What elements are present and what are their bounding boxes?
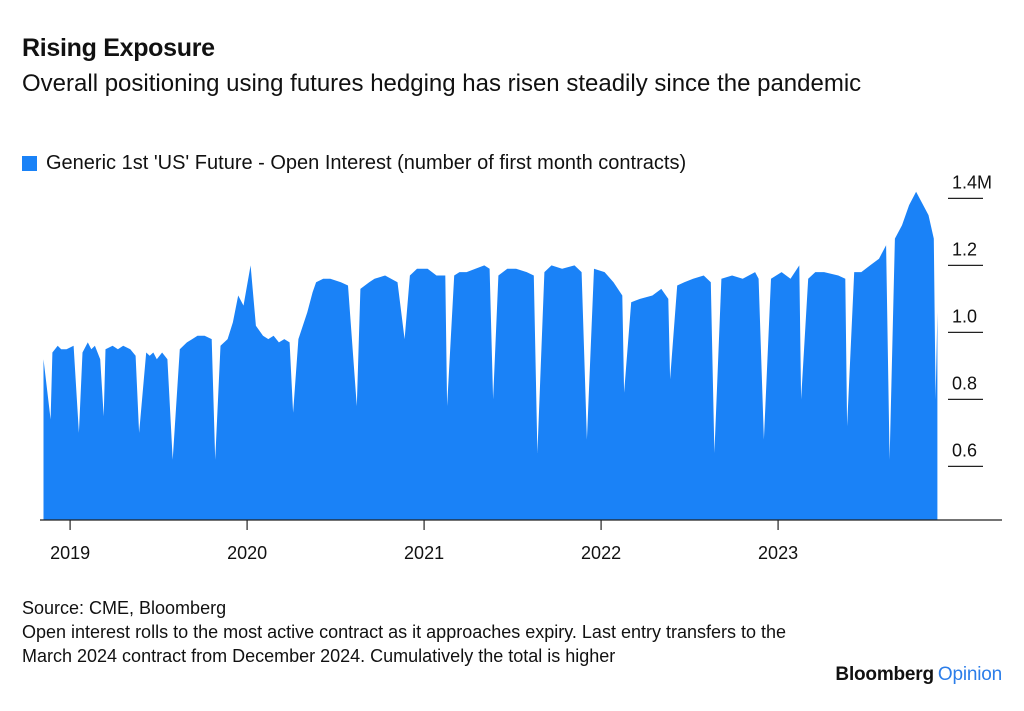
area-chart: 2019 2020 2021 2022 2023 1.4M 1.2 1.0 0.8 0.6 <box>40 175 1002 563</box>
y-tick-label: 0.6 <box>952 440 977 460</box>
x-tick-label: 2022 <box>581 543 621 563</box>
brand-sub: Opinion <box>937 664 1002 685</box>
legend-swatch <box>22 156 37 171</box>
y-tick-label: 1.4M <box>952 175 992 192</box>
x-tick-label: 2021 <box>404 543 444 563</box>
x-axis-ticks: 2019 2020 2021 2022 2023 <box>50 520 798 563</box>
y-tick-label: 0.8 <box>952 373 977 393</box>
chart-title: Rising Exposure <box>22 34 215 62</box>
area-layer <box>43 191 938 520</box>
source-note: Source: CME, Bloomberg <box>22 598 227 618</box>
brand-main: Bloomberg <box>835 664 934 685</box>
x-tick-label: 2023 <box>758 543 798 563</box>
bloomberg-opinion-logo: Bloomberg Opinion <box>835 664 1002 686</box>
y-tick-label: 1.0 <box>952 306 977 326</box>
y-axis-ticks: 1.4M 1.2 1.0 0.8 0.6 <box>948 175 992 467</box>
x-tick-label: 2019 <box>50 543 90 563</box>
x-tick-label: 2020 <box>227 543 267 563</box>
chart-subtitle: Overall positioning using futures hedgin… <box>22 70 862 97</box>
legend: Generic 1st 'US' Future - Open Interest … <box>22 152 686 175</box>
legend-label: Generic 1st 'US' Future - Open Interest … <box>46 152 687 174</box>
footnote: Open interest rolls to the most active c… <box>22 622 787 666</box>
y-tick-label: 1.2 <box>952 239 977 259</box>
open-interest-area <box>43 191 938 520</box>
